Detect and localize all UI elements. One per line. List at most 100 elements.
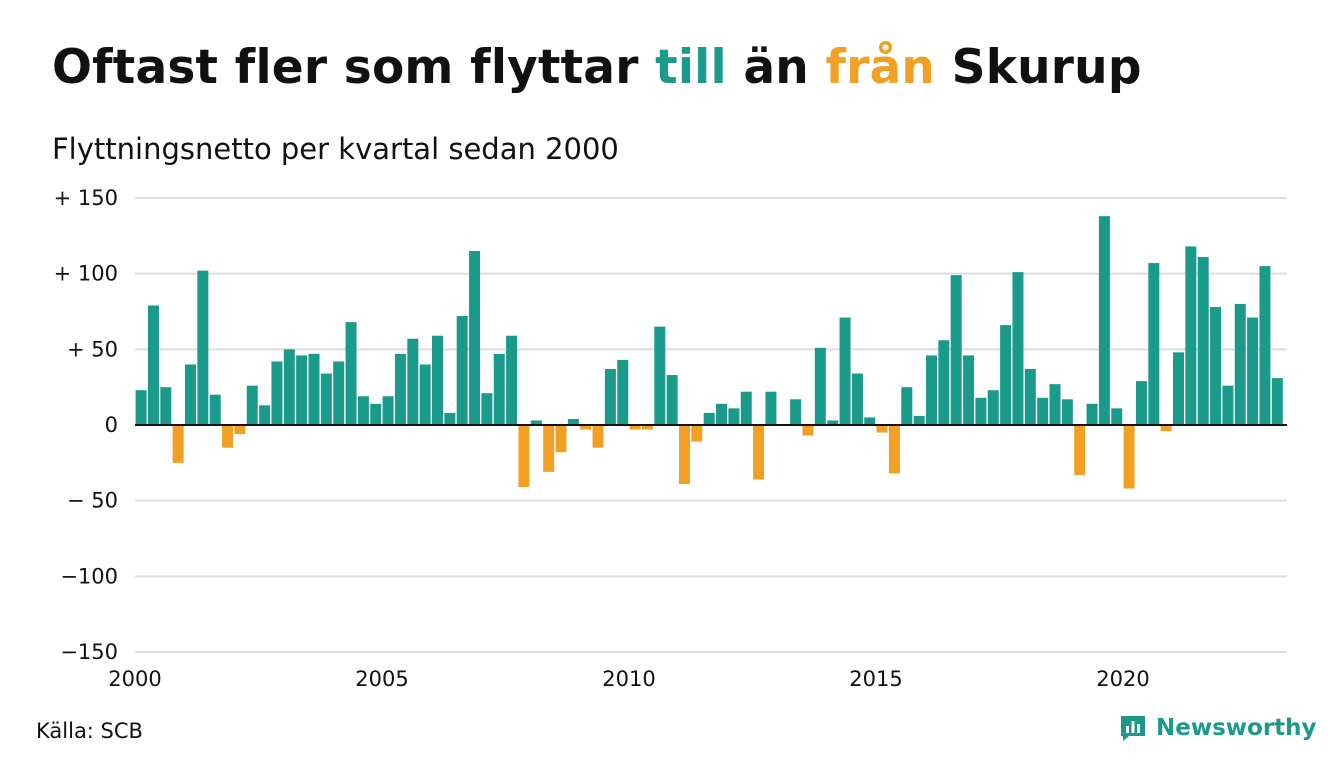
bar bbox=[320, 373, 332, 425]
title-part3: Skurup bbox=[935, 40, 1142, 95]
bar bbox=[1061, 399, 1073, 425]
bar bbox=[1234, 303, 1246, 425]
x-tick-label: 2010 bbox=[602, 667, 655, 691]
bar bbox=[876, 425, 888, 433]
bar bbox=[296, 355, 308, 425]
bar bbox=[654, 326, 666, 425]
bar bbox=[1247, 317, 1259, 425]
bar bbox=[703, 412, 715, 425]
bar bbox=[617, 359, 629, 425]
bar bbox=[592, 425, 604, 448]
bar bbox=[1074, 425, 1086, 475]
bar bbox=[1197, 257, 1209, 425]
bar bbox=[407, 338, 419, 425]
bar bbox=[790, 399, 802, 425]
bar bbox=[691, 425, 703, 442]
brand-logo: Newsworthy bbox=[1118, 713, 1317, 743]
bar bbox=[543, 425, 555, 472]
bar bbox=[370, 403, 382, 425]
bar bbox=[419, 364, 431, 425]
bar bbox=[753, 425, 765, 480]
y-tick-label: −100 bbox=[60, 564, 118, 588]
bar bbox=[728, 408, 740, 425]
bar bbox=[345, 322, 357, 425]
bar bbox=[234, 425, 246, 435]
bar bbox=[938, 340, 950, 425]
bar bbox=[1271, 378, 1283, 425]
bar bbox=[1148, 263, 1160, 425]
bar bbox=[580, 425, 592, 430]
bar bbox=[802, 425, 814, 436]
bar bbox=[530, 420, 542, 425]
bar bbox=[814, 347, 826, 425]
bar bbox=[716, 403, 728, 425]
bar bbox=[1000, 325, 1012, 425]
y-tick-label: + 100 bbox=[54, 262, 118, 286]
bar bbox=[493, 353, 505, 425]
bar bbox=[963, 355, 975, 425]
bar bbox=[1037, 397, 1049, 425]
bar bbox=[147, 305, 159, 425]
bar bbox=[901, 387, 913, 425]
x-tick-label: 2015 bbox=[849, 667, 902, 691]
bar bbox=[246, 385, 258, 425]
y-tick-label: + 150 bbox=[54, 186, 118, 210]
y-tick-label: 0 bbox=[105, 413, 118, 437]
bar bbox=[444, 412, 456, 425]
x-tick-label: 2005 bbox=[355, 667, 408, 691]
brand-name: Newsworthy bbox=[1156, 715, 1317, 741]
bar bbox=[283, 349, 295, 425]
bar bbox=[382, 396, 394, 425]
bar bbox=[209, 394, 221, 425]
bar bbox=[604, 369, 616, 425]
bar bbox=[740, 391, 752, 425]
bar bbox=[1123, 425, 1135, 489]
bar bbox=[160, 387, 172, 425]
bar bbox=[1160, 425, 1172, 432]
bar bbox=[975, 397, 987, 425]
source-note: Källa: SCB bbox=[36, 719, 143, 743]
newsworthy-logo-icon bbox=[1121, 716, 1145, 741]
bar bbox=[432, 335, 443, 425]
bar bbox=[1259, 266, 1271, 425]
bar bbox=[629, 425, 641, 430]
chart-title: Oftast fler som flyttar till än från Sku… bbox=[52, 40, 1142, 95]
title-part1: Oftast fler som flyttar bbox=[52, 40, 656, 95]
bar bbox=[172, 425, 184, 463]
bar bbox=[1135, 381, 1147, 425]
bar bbox=[913, 415, 925, 425]
bar bbox=[1111, 408, 1123, 425]
bar bbox=[333, 361, 345, 425]
bar bbox=[1098, 216, 1110, 425]
bar bbox=[1210, 306, 1222, 425]
bar bbox=[1024, 369, 1036, 425]
bar bbox=[259, 405, 271, 425]
bar bbox=[135, 390, 147, 425]
y-tick-label: −150 bbox=[60, 640, 118, 664]
bar bbox=[394, 353, 406, 425]
bar bbox=[481, 393, 493, 425]
bar bbox=[926, 355, 937, 425]
bar bbox=[1185, 246, 1197, 425]
bar bbox=[827, 420, 839, 425]
bar bbox=[1173, 352, 1184, 425]
bar bbox=[555, 425, 567, 453]
bar bbox=[222, 425, 234, 448]
bar bbox=[357, 396, 369, 425]
bar bbox=[1086, 403, 1098, 425]
bar bbox=[197, 270, 209, 425]
bar bbox=[888, 425, 900, 474]
bar bbox=[641, 425, 653, 430]
bar bbox=[308, 353, 320, 425]
bar bbox=[679, 425, 690, 485]
bar bbox=[1049, 384, 1061, 425]
x-tick-label: 2020 bbox=[1096, 667, 1149, 691]
bar bbox=[666, 375, 678, 425]
chart-subtitle: Flyttningsnetto per kvartal sedan 2000 bbox=[52, 132, 619, 166]
bar bbox=[518, 425, 530, 488]
bar bbox=[839, 317, 851, 425]
y-tick-label: + 50 bbox=[67, 337, 118, 361]
bar bbox=[987, 390, 999, 425]
title-highlight-fran: från bbox=[825, 40, 936, 95]
